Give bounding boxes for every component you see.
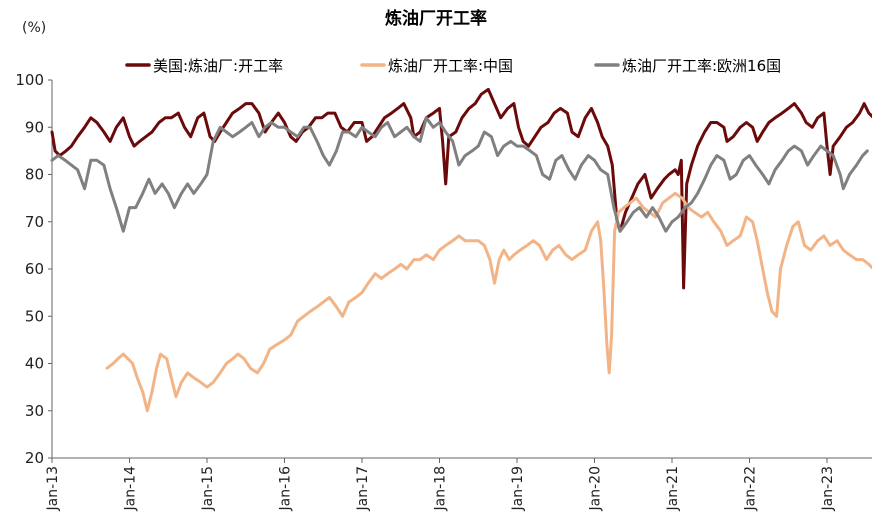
x-tick-label: Jan-13 bbox=[45, 466, 61, 511]
series-line-2 bbox=[105, 191, 872, 413]
x-tick-label: Jan-23 bbox=[820, 466, 836, 511]
x-tick-label: Jan-21 bbox=[665, 466, 681, 511]
chart-title: 炼油厂开工率 bbox=[385, 8, 487, 29]
legend-label-1: 美国:炼油厂:开工率 bbox=[153, 57, 283, 75]
x-tick-label: Jan-15 bbox=[200, 466, 216, 511]
legend-label-2: 炼油厂开工率:中国 bbox=[388, 57, 513, 75]
plot-lines bbox=[50, 87, 872, 413]
y-tick-label: 30 bbox=[25, 402, 44, 420]
series-line-1 bbox=[50, 87, 872, 290]
y-axis: 20 30 40 50 60 70 80 90 100 bbox=[15, 71, 53, 467]
x-tick-label: Jan-18 bbox=[433, 466, 449, 511]
legend-label-3: 炼油厂开工率:欧洲16国 bbox=[622, 57, 781, 75]
y-tick-label: 100 bbox=[15, 71, 44, 89]
x-tick-label: Jan-19 bbox=[510, 466, 526, 511]
y-axis-unit: (%) bbox=[22, 20, 46, 36]
x-tick-label: Jan-22 bbox=[743, 466, 759, 511]
y-tick-label: 50 bbox=[25, 307, 44, 325]
x-tick-label: Jan-14 bbox=[123, 466, 139, 512]
y-tick-label: 90 bbox=[25, 118, 44, 136]
y-tick-label: 20 bbox=[25, 449, 44, 467]
x-tick-label: Jan-16 bbox=[278, 466, 294, 512]
y-tick-label: 40 bbox=[25, 355, 44, 373]
series-line-3 bbox=[50, 116, 869, 233]
y-tick-label: 70 bbox=[25, 213, 44, 231]
y-tick-label: 80 bbox=[25, 166, 44, 184]
x-axis: Jan-13 Jan-14 Jan-15 Jan-16 Jan-17 Jan-18 Jan-… bbox=[45, 457, 872, 512]
y-tick-label: 60 bbox=[25, 260, 44, 278]
x-tick-label: Jan-17 bbox=[355, 466, 371, 511]
legend: 美国:炼油厂:开工率 炼油厂开工率:中国 炼油厂开工率:欧洲16国 bbox=[125, 57, 781, 75]
x-tick-label: Jan-20 bbox=[588, 466, 604, 511]
